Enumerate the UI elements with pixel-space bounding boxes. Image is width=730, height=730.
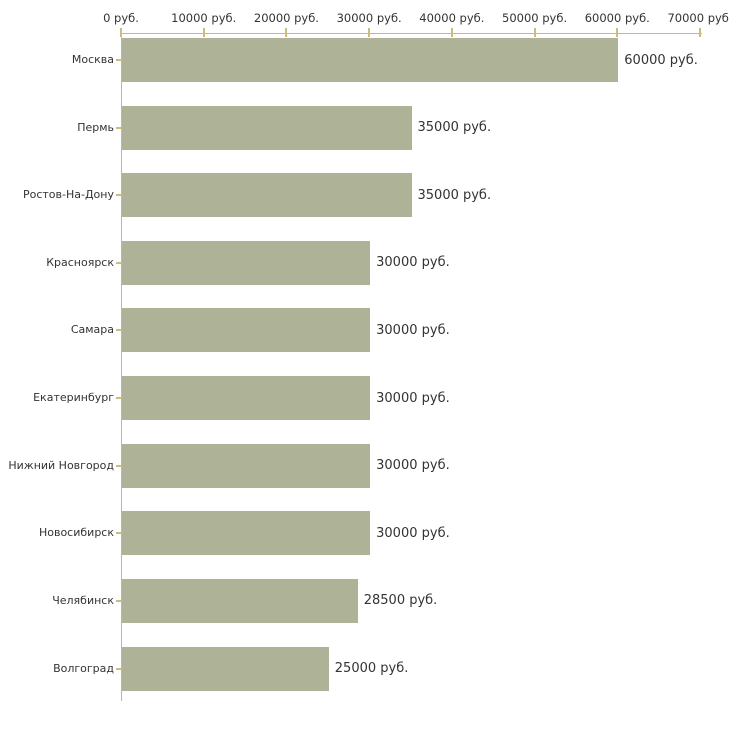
x-axis-tick-mark (533, 28, 536, 37)
bar-value-label: 30000 руб. (376, 390, 450, 406)
x-axis-tick-label: 60000 руб. (584, 11, 650, 25)
category-tick-mark (116, 329, 121, 332)
x-axis-tick-mark (699, 28, 701, 37)
bar (122, 38, 619, 82)
x-axis-tick-label: 20000 руб. (253, 11, 319, 25)
x-axis-line (121, 33, 702, 34)
bar (122, 646, 329, 691)
bar (122, 443, 371, 488)
x-axis-tick-label: 30000 руб. (336, 11, 402, 25)
category-tick-mark (116, 667, 121, 670)
category-label: Красноярск (46, 255, 114, 269)
category-tick-mark (116, 397, 121, 400)
x-axis-tick-label: 10000 руб. (171, 11, 237, 25)
category-tick-mark (116, 464, 121, 467)
x-axis-tick-mark (616, 28, 619, 37)
x-axis-tick-label: 50000 руб. (502, 11, 568, 25)
x-axis-tick-mark (202, 28, 205, 37)
bar (122, 376, 371, 421)
bar-value-label: 35000 руб. (417, 120, 492, 136)
category-tick-mark (116, 126, 121, 129)
x-axis-tick-mark (285, 28, 288, 37)
bar (122, 578, 358, 623)
x-axis-tick-mark (368, 28, 371, 37)
x-axis-tick-mark (450, 28, 453, 37)
category-label: Волгоград (53, 661, 114, 675)
category-label: Пермь (77, 120, 114, 134)
category-tick-mark (116, 59, 121, 61)
bar (122, 105, 412, 150)
x-axis-tick-label: 40000 руб. (419, 11, 485, 25)
bar-value-label: 35000 руб. (417, 187, 492, 203)
category-tick-mark (116, 194, 121, 197)
x-axis-tick-mark (120, 28, 122, 37)
category-label: Новосибирск (38, 526, 114, 540)
bar (122, 173, 412, 218)
category-label: Челябинск (52, 593, 114, 607)
category-tick-mark (116, 261, 121, 264)
category-label: Ростов-На-Дону (22, 188, 114, 202)
category-label: Нижний Новгород (8, 458, 114, 472)
bar (122, 240, 371, 285)
category-tick-mark (116, 532, 121, 535)
bar-value-label: 30000 руб. (376, 458, 450, 474)
category-tick-mark (116, 599, 121, 602)
y-axis-line (121, 33, 122, 701)
bar (122, 308, 371, 353)
x-axis-tick-label: 0 руб. (103, 11, 139, 25)
category-label: Самара (70, 323, 114, 337)
bar-value-label: 25000 руб. (334, 661, 409, 677)
bar-value-label: 28500 руб. (363, 593, 438, 609)
bar-value-label: 30000 руб. (376, 255, 450, 271)
bar (122, 511, 371, 556)
bar-value-label: 30000 руб. (376, 322, 450, 338)
category-label: Москва (71, 53, 114, 66)
bar-value-label: 60000 руб. (624, 52, 698, 68)
bar-value-label: 30000 руб. (376, 525, 450, 541)
category-label: Екатеринбург (33, 391, 114, 405)
x-axis-tick-label: 70000 руб. (667, 11, 730, 25)
